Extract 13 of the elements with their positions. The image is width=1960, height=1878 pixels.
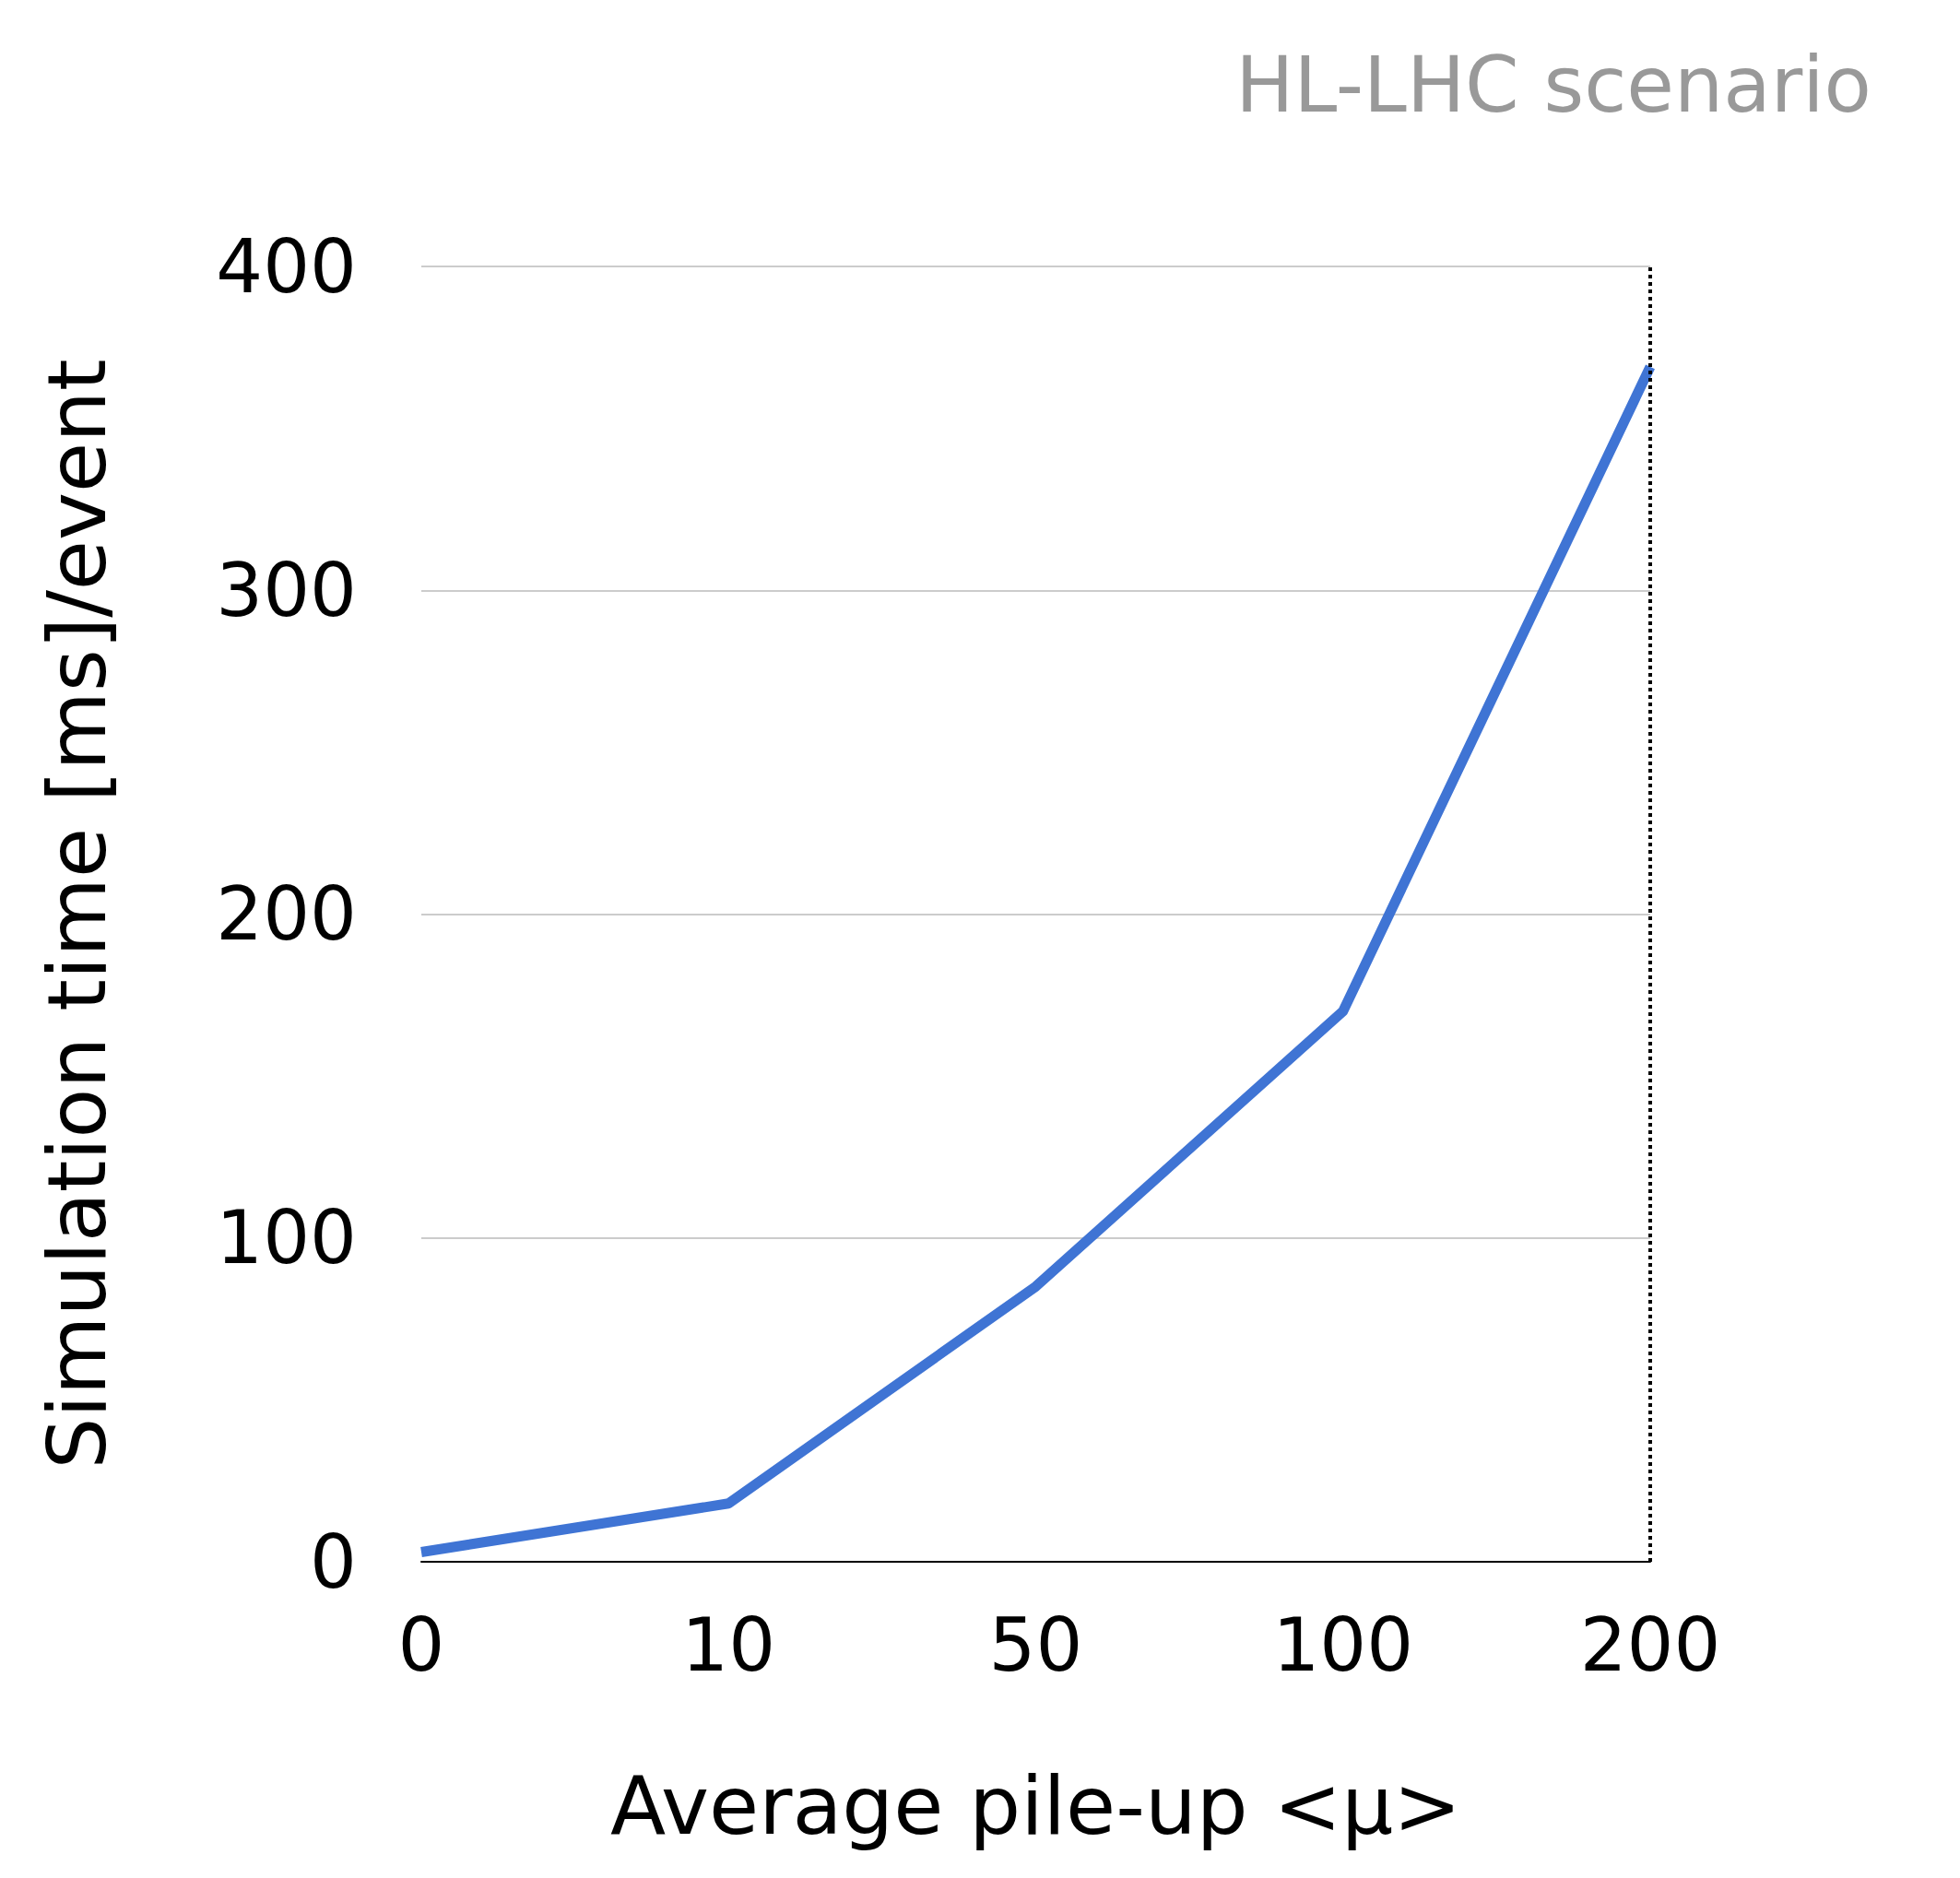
x-tick-label: 200 bbox=[1579, 1601, 1721, 1688]
x-tick-label: 100 bbox=[1272, 1601, 1414, 1688]
x-tick-label: 0 bbox=[397, 1601, 445, 1688]
y-tick-label: 0 bbox=[310, 1518, 357, 1605]
y-tick-label: 400 bbox=[216, 223, 357, 310]
ref-line-label: HL-LHC scenario bbox=[1235, 40, 1871, 130]
y-tick-label: 300 bbox=[216, 547, 357, 633]
y-axis-title: Simulation time [ms]/event bbox=[29, 359, 124, 1470]
x-axis-title: Average pile-up <μ> bbox=[609, 1757, 1462, 1853]
x-tick-label: 50 bbox=[988, 1601, 1083, 1688]
y-tick-label: 200 bbox=[216, 871, 357, 957]
y-tick-label: 100 bbox=[216, 1195, 357, 1282]
x-tick-label: 10 bbox=[681, 1601, 776, 1688]
